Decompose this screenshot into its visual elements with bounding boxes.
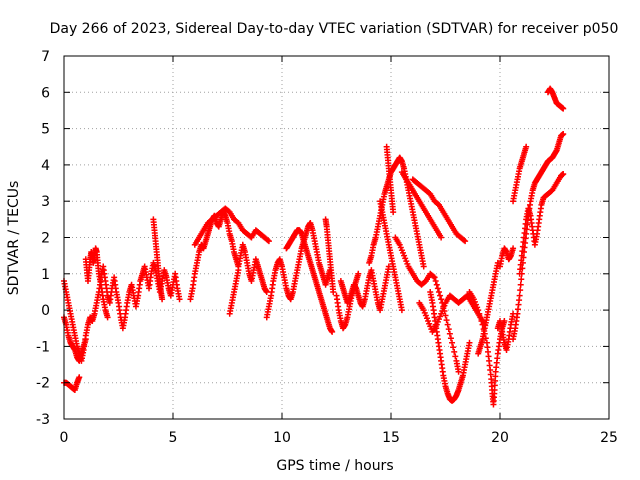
y-tick-label: 0 — [41, 303, 50, 319]
series-track-p — [383, 143, 397, 216]
y-tick-label: 2 — [41, 231, 50, 247]
x-tick-label: 25 — [600, 430, 618, 446]
data-point — [510, 245, 517, 252]
data-point — [330, 288, 337, 295]
data-point — [476, 310, 483, 317]
x-tick-label: 0 — [60, 430, 69, 446]
series-track-f — [187, 209, 270, 303]
data-point — [329, 328, 336, 335]
series-track-r — [409, 176, 469, 245]
data-point — [265, 238, 272, 245]
data-points — [61, 85, 567, 408]
data-point — [438, 296, 445, 303]
data-point — [447, 335, 454, 342]
data-point — [432, 278, 439, 285]
data-point — [466, 339, 473, 346]
x-tick-label: 10 — [273, 430, 291, 446]
series-track-ac — [544, 85, 567, 112]
series-track-j — [283, 227, 336, 335]
data-point — [461, 237, 468, 244]
data-point — [462, 238, 469, 245]
data-point — [455, 368, 462, 375]
data-point — [438, 234, 445, 241]
series-track-h — [226, 267, 242, 317]
data-point — [76, 374, 83, 381]
y-tick-label: 7 — [41, 49, 50, 65]
series-track-t — [427, 288, 473, 404]
y-tick-label: -3 — [36, 412, 50, 428]
data-point — [517, 281, 524, 288]
y-tick-label: 1 — [41, 267, 50, 283]
y-tick-label: -2 — [36, 376, 50, 392]
data-point — [523, 143, 530, 150]
series-track-q — [398, 169, 445, 241]
data-point — [159, 296, 166, 303]
data-point — [451, 348, 458, 355]
chart-title: Day 266 of 2023, Sidereal Day-to-day VTE… — [50, 21, 619, 37]
data-point — [446, 330, 453, 337]
y-tick-label: 6 — [41, 85, 50, 101]
data-point — [478, 317, 485, 324]
data-point — [437, 292, 444, 299]
y-tick-label: 5 — [41, 122, 50, 138]
data-point — [390, 209, 397, 216]
series-track-w — [475, 259, 501, 357]
data-point — [176, 296, 183, 303]
data-point — [235, 267, 242, 274]
data-point — [450, 344, 457, 351]
series-track-ab — [510, 143, 530, 205]
data-point — [444, 321, 451, 328]
y-tick-label: 3 — [41, 194, 50, 210]
data-point — [442, 312, 449, 319]
data-point — [433, 281, 440, 288]
data-point — [452, 353, 459, 360]
data-point — [449, 339, 456, 346]
series-track-d — [82, 245, 111, 321]
x-tick-label: 5 — [169, 430, 178, 446]
data-point — [82, 336, 89, 343]
series-track-aa — [516, 170, 567, 277]
data-point — [516, 292, 523, 299]
data-point — [355, 270, 362, 277]
axis-ticks: 0 5 10 15 20 25 -3 -2 -1 0 1 2 3 4 5 6 7 — [36, 49, 618, 446]
data-point — [518, 276, 525, 283]
series-track-g — [191, 205, 272, 248]
series-track-o — [377, 198, 405, 314]
data-point — [104, 314, 111, 321]
data-point — [560, 105, 567, 112]
data-point — [435, 288, 442, 295]
data-point — [445, 326, 452, 333]
data-point — [430, 273, 437, 280]
data-point — [398, 307, 405, 314]
data-point — [434, 285, 441, 292]
y-axis-label: SDTVAR / TECUs — [6, 181, 22, 296]
data-point — [431, 274, 438, 281]
series-track-z — [510, 131, 567, 343]
data-point — [420, 263, 427, 270]
series-track-s — [392, 234, 462, 375]
series-track-m — [337, 263, 392, 314]
data-point — [475, 307, 482, 314]
y-tick-label: 4 — [41, 158, 50, 174]
x-tick-label: 15 — [382, 430, 400, 446]
data-point — [560, 131, 567, 138]
data-point — [517, 287, 524, 294]
y-tick-label: -1 — [36, 339, 50, 355]
x-tick-label: 20 — [491, 430, 509, 446]
data-point — [477, 314, 484, 321]
series-track-k — [322, 216, 337, 295]
data-point — [443, 317, 450, 324]
data-point — [560, 170, 567, 177]
x-axis-label: GPS time / hours — [276, 458, 393, 474]
data-point — [264, 237, 271, 244]
series-track-e — [150, 216, 166, 303]
series-track-y — [497, 245, 517, 270]
